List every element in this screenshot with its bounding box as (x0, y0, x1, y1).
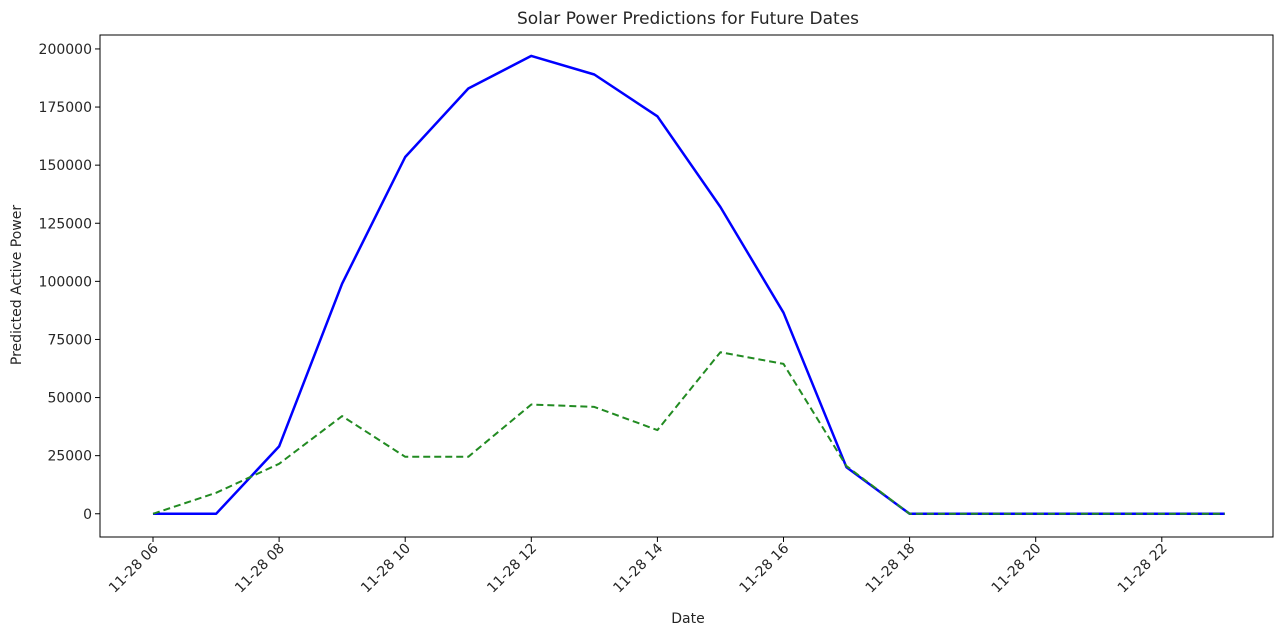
axes-frame (99, 34, 1274, 538)
y-tick-label: 75000 (47, 332, 92, 348)
y-tick-label: 200000 (39, 42, 92, 58)
y-axis-label: Predicted Active Power (9, 205, 25, 365)
y-tick-label: 50000 (47, 391, 92, 407)
y-tick-label: 150000 (39, 158, 92, 174)
y-tick-label: 100000 (39, 274, 92, 290)
x-axis-label: Date (671, 611, 704, 627)
y-tick-label: 0 (83, 507, 92, 523)
y-tick-label: 25000 (47, 449, 92, 465)
y-tick-label: 125000 (39, 216, 92, 232)
chart-title: Solar Power Predictions for Future Dates (517, 9, 859, 29)
series-1-line (153, 54, 1225, 516)
y-tick-label: 175000 (39, 100, 92, 116)
series-2-line (152, 351, 1225, 515)
